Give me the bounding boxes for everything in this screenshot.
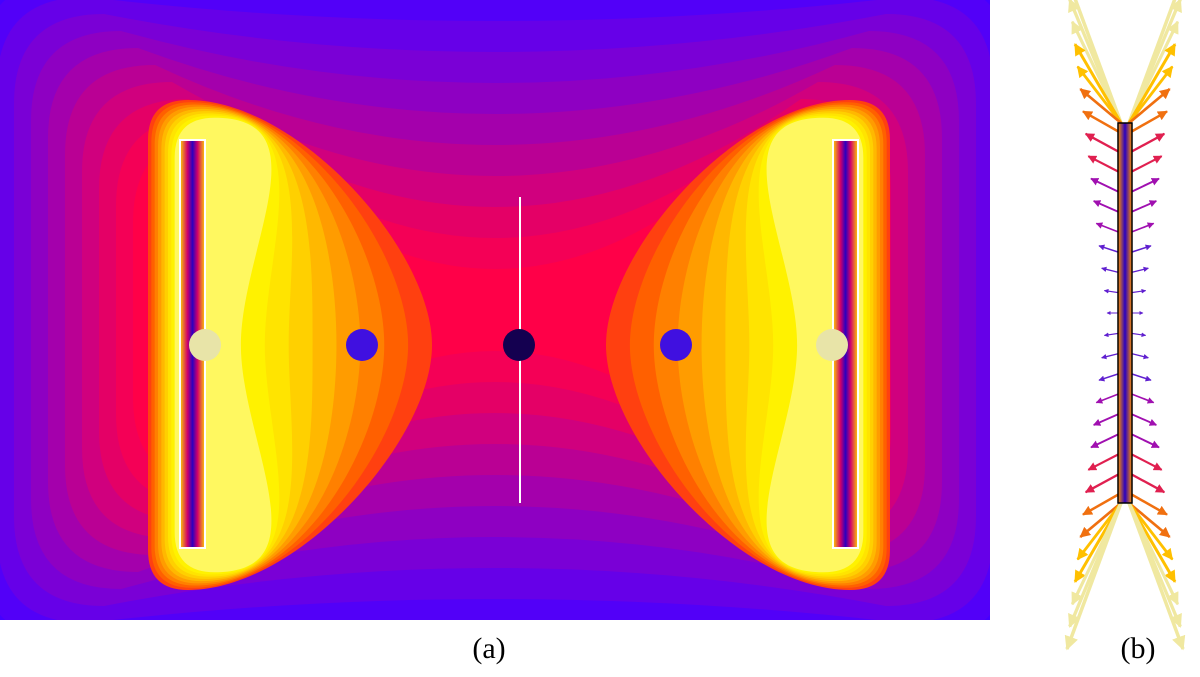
particle xyxy=(346,329,378,361)
field-arrow xyxy=(1128,452,1163,471)
arrow-plot xyxy=(1064,0,1186,651)
field-arrow xyxy=(1128,110,1168,135)
field-arrow xyxy=(1128,200,1158,214)
field-arrow xyxy=(1079,501,1122,539)
field-arrow xyxy=(1084,471,1122,494)
field-arrow xyxy=(1128,491,1168,516)
field-arrow xyxy=(1128,412,1158,426)
field-arrow xyxy=(1128,132,1166,155)
field-arrow xyxy=(1092,412,1122,426)
plate xyxy=(1117,122,1133,504)
field-arrow xyxy=(1090,177,1122,194)
field-arrow xyxy=(1087,452,1122,471)
particle xyxy=(503,329,535,361)
field-arrow xyxy=(1128,155,1163,174)
field-arrow xyxy=(1073,43,1123,124)
field-arrow xyxy=(1082,110,1122,135)
particle xyxy=(816,329,848,361)
field-plot xyxy=(0,0,990,620)
particle xyxy=(189,329,221,361)
field-arrow xyxy=(1076,65,1123,124)
field-arrow xyxy=(1128,432,1160,449)
field-arrow xyxy=(1087,155,1122,174)
field-arrow xyxy=(1064,502,1123,651)
caption: (a) xyxy=(472,632,505,665)
caption: (b) xyxy=(1121,632,1156,665)
field-arrow xyxy=(1128,471,1166,494)
field-arrow xyxy=(1128,87,1171,125)
field-arrow xyxy=(1084,132,1122,155)
field-arrow xyxy=(1127,65,1174,124)
particle xyxy=(660,329,692,361)
field-arrow xyxy=(1090,432,1122,449)
field-arrow xyxy=(1128,501,1171,539)
field-arrow xyxy=(1095,392,1122,404)
field-arrow xyxy=(1082,491,1122,516)
field-arrow xyxy=(1079,87,1122,125)
field-arrow xyxy=(1127,502,1186,651)
field-arrow xyxy=(1092,200,1122,214)
field-arrow xyxy=(1128,222,1155,234)
field-arrow xyxy=(1095,222,1122,234)
field-arrow xyxy=(1128,392,1155,404)
field-arrow xyxy=(1127,43,1177,124)
field-arrow xyxy=(1128,177,1160,194)
